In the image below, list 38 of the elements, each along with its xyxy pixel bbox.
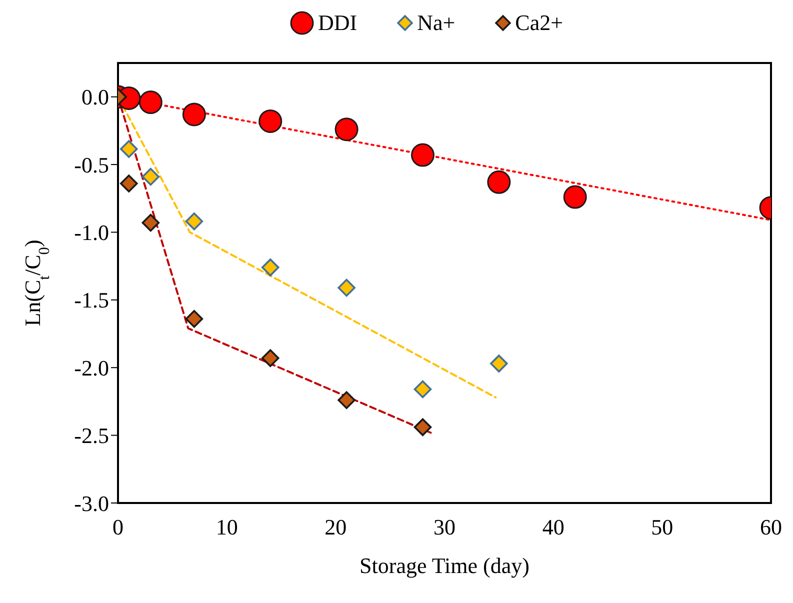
- point: [338, 391, 356, 410]
- y-tick-label: -2.0: [74, 355, 109, 380]
- x-tick-label: 10: [216, 514, 238, 540]
- point: [142, 214, 160, 232]
- point: [490, 354, 508, 372]
- x-axis-title: Storage Time (day): [360, 553, 530, 578]
- point: [185, 212, 204, 230]
- x-tick-label: 60: [760, 514, 782, 540]
- y-tick-label: -0.5: [74, 152, 109, 178]
- x-tick-label: 30: [434, 514, 456, 540]
- point: [182, 102, 206, 126]
- point: [487, 170, 511, 194]
- point: [185, 310, 204, 328]
- x-tick-label: 40: [542, 514, 564, 540]
- point: [120, 174, 138, 192]
- point: [258, 109, 282, 133]
- point: [142, 168, 160, 186]
- point: [334, 118, 358, 142]
- x-tick-label: 50: [651, 514, 674, 540]
- x-tick-label: 0: [112, 514, 124, 540]
- y-tick-label: -2.5: [74, 423, 109, 448]
- point: [563, 185, 587, 209]
- legend-label: Ca2+: [515, 10, 564, 36]
- legend-label: Na+: [417, 10, 456, 36]
- y-tick-label: -3.0: [74, 490, 109, 516]
- point: [414, 418, 432, 436]
- point: [261, 349, 280, 368]
- y-tick-label: -1.0: [74, 220, 109, 246]
- y-tick-label: 0.0: [82, 84, 109, 110]
- point: [261, 258, 280, 276]
- point: [138, 90, 162, 114]
- x-tick-label: 20: [324, 514, 347, 540]
- point: [120, 140, 138, 158]
- point: [338, 278, 356, 297]
- legend-label: DDI: [318, 10, 358, 36]
- point: [410, 143, 434, 167]
- y-tick-label: -1.5: [74, 288, 109, 313]
- point: [414, 380, 432, 398]
